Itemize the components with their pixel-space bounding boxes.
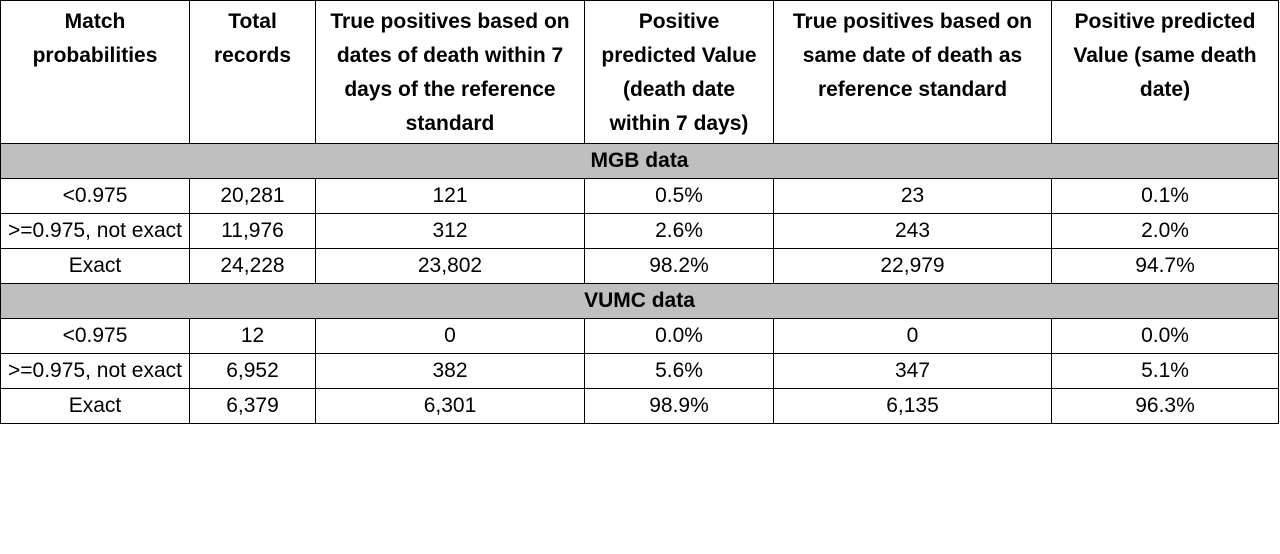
header-total-records: Total records [189,0,316,144]
table-row: <0.975 20,281 121 0.5% 23 0.1% [0,178,1279,214]
table-cell: 6,135 [773,388,1052,424]
table-cell: >=0.975, not exact [0,353,190,389]
table-cell: 20,281 [189,178,316,214]
header-row: Match probabilities Total records True p… [0,0,1279,144]
table-cell: Exact [0,248,190,284]
table-cell: 5.1% [1051,353,1279,389]
table-cell: 121 [315,178,585,214]
table-cell: Exact [0,388,190,424]
table-cell: <0.975 [0,318,190,354]
header-ppv-same-date: Positive predicted Value (same death dat… [1051,0,1279,144]
section-row-vumc: VUMC data [0,283,1279,319]
header-true-positives-same-date: True positives based on same date of dea… [773,0,1052,144]
table-cell: 6,301 [315,388,585,424]
table-cell: 0 [773,318,1052,354]
table-cell: 96.3% [1051,388,1279,424]
table-cell: 312 [315,213,585,249]
results-table: Match probabilities Total records True p… [0,0,1279,424]
section-title: MGB data [0,143,1279,179]
section-row-mgb: MGB data [0,143,1279,179]
table-row: >=0.975, not exact 6,952 382 5.6% 347 5.… [0,353,1279,389]
table-cell: 98.9% [584,388,774,424]
table-cell: 0.0% [1051,318,1279,354]
table-row: Exact 24,228 23,802 98.2% 22,979 94.7% [0,248,1279,284]
table-cell: 22,979 [773,248,1052,284]
table-cell: 23 [773,178,1052,214]
table-cell: 94.7% [1051,248,1279,284]
table-cell: 5.6% [584,353,774,389]
table-cell: <0.975 [0,178,190,214]
table-cell: 0.0% [584,318,774,354]
table-cell: 0 [315,318,585,354]
table-cell: 243 [773,213,1052,249]
table-cell: 2.0% [1051,213,1279,249]
table-cell: 347 [773,353,1052,389]
table-cell: 98.2% [584,248,774,284]
table-cell: 2.6% [584,213,774,249]
table-cell: 12 [189,318,316,354]
table-cell: 6,379 [189,388,316,424]
header-true-positives-7-days: True positives based on dates of death w… [315,0,585,144]
table-row: Exact 6,379 6,301 98.9% 6,135 96.3% [0,388,1279,424]
table-row: >=0.975, not exact 11,976 312 2.6% 243 2… [0,213,1279,249]
header-match-probabilities: Match probabilities [0,0,190,144]
table-cell: 0.1% [1051,178,1279,214]
table-cell: 6,952 [189,353,316,389]
table-cell: 11,976 [189,213,316,249]
section-title: VUMC data [0,283,1279,319]
table-cell: 0.5% [584,178,774,214]
table-cell: 24,228 [189,248,316,284]
table-cell: 23,802 [315,248,585,284]
header-ppv-7-days: Positive predicted Value (death date wit… [584,0,774,144]
table-row: <0.975 12 0 0.0% 0 0.0% [0,318,1279,354]
table-cell: >=0.975, not exact [0,213,190,249]
table-cell: 382 [315,353,585,389]
